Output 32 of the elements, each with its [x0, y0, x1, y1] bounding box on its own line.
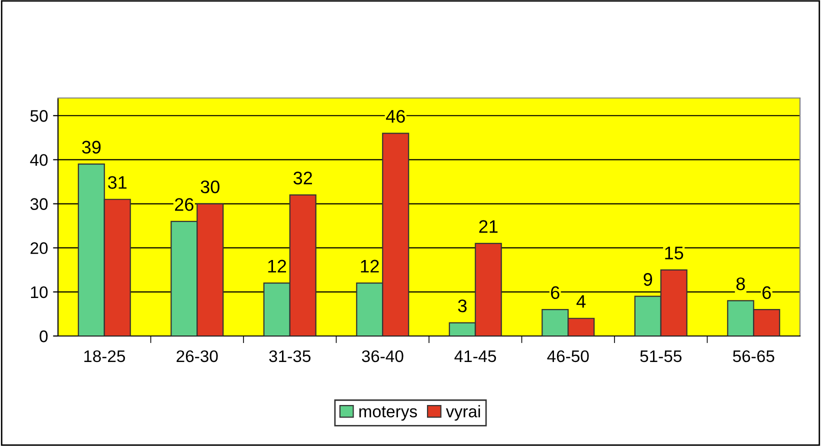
x-tick-label: 31-35: [269, 350, 310, 362]
data-label: 32: [294, 172, 312, 184]
x-tick-label: 26-30: [176, 350, 218, 362]
data-label: 4: [576, 295, 586, 308]
x-tick-label: 18-25: [84, 350, 125, 362]
data-label: 6: [762, 286, 771, 300]
data-label: 39: [82, 140, 101, 154]
legend-label: moterys: [359, 406, 417, 421]
data-label: 30: [200, 180, 220, 194]
x-tick-label: 46-50: [547, 350, 589, 362]
data-label: 15: [665, 246, 684, 260]
data-label: 3: [458, 299, 467, 312]
y-tick-label: 30: [30, 198, 48, 210]
legend-label: vyrai: [446, 405, 480, 421]
data-label: 6: [551, 286, 560, 300]
y-tick-label: 50: [30, 110, 48, 122]
data-label: 26: [175, 198, 194, 211]
data-label: 12: [268, 260, 286, 272]
data-label: 8: [736, 277, 745, 290]
x-tick-label: 51-55: [640, 350, 682, 362]
x-tick-label: 36-40: [362, 350, 404, 362]
data-label: 46: [386, 110, 405, 123]
data-label: 31: [108, 176, 127, 189]
data-label: 9: [644, 273, 652, 286]
x-tick-label: 56-65: [732, 350, 774, 362]
y-tick-label: 0: [40, 330, 48, 342]
y-tick-label: 40: [30, 154, 48, 166]
data-label: 12: [360, 260, 379, 272]
y-tick-label: 10: [31, 286, 48, 298]
data-label: 21: [479, 220, 498, 233]
x-tick-label: 41-45: [454, 350, 496, 362]
y-tick-label: 20: [30, 242, 48, 254]
